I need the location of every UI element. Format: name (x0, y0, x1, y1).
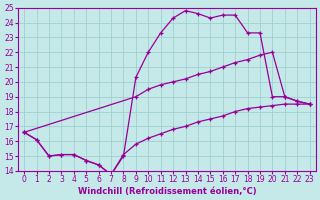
X-axis label: Windchill (Refroidissement éolien,°C): Windchill (Refroidissement éolien,°C) (77, 187, 256, 196)
